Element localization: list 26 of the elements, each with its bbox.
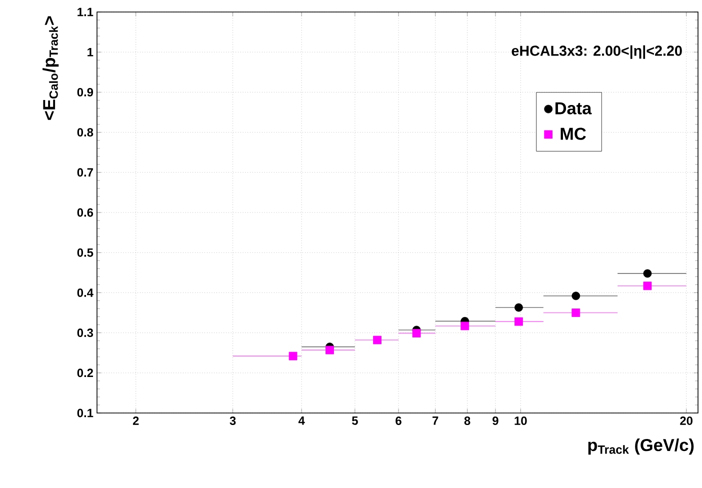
- y-axis-title: <E$_{Calo}$/p$_{Track}$>: [42, 16, 59, 120]
- x-axis-title: p$_{Track}$ (GeV/c): [588, 438, 694, 455]
- x-tick-label: 3: [230, 416, 236, 426]
- y-tick-label: 0.6: [77, 208, 94, 217]
- y-tick-label: 0.7: [77, 168, 93, 177]
- y-tick-label: 0.9: [77, 88, 94, 96]
- x-tick-label: 8: [464, 416, 470, 425]
- x-tick-label: 5: [352, 416, 358, 425]
- y-tick-label: 0.5: [77, 248, 94, 257]
- y-tick-label: 0.4: [77, 288, 94, 297]
- x-tick-label: 10: [514, 416, 527, 425]
- y-tick-label: 1.1: [78, 8, 94, 16]
- y-tick-label: 0.8: [77, 128, 94, 137]
- legend-label: MC: [560, 128, 586, 140]
- x-tick-label: 7: [432, 416, 438, 425]
- y-tick-label: 0.1: [77, 408, 94, 418]
- annotation: eHCAL3x3: 2.00<|η|<2.20: [512, 45, 682, 59]
- y-tick-label: 0.2: [77, 368, 94, 378]
- x-tick-label: 6: [396, 416, 402, 425]
- x-tick-label: 4: [298, 416, 305, 425]
- x-tick-label: 9: [492, 416, 498, 425]
- x-tick-label: 20: [680, 416, 692, 425]
- x-tick-label: 2: [132, 416, 139, 425]
- legend-label: Data: [555, 102, 592, 114]
- y-tick-label: 0.3: [77, 328, 94, 338]
- y-tick-label: 1: [88, 48, 94, 56]
